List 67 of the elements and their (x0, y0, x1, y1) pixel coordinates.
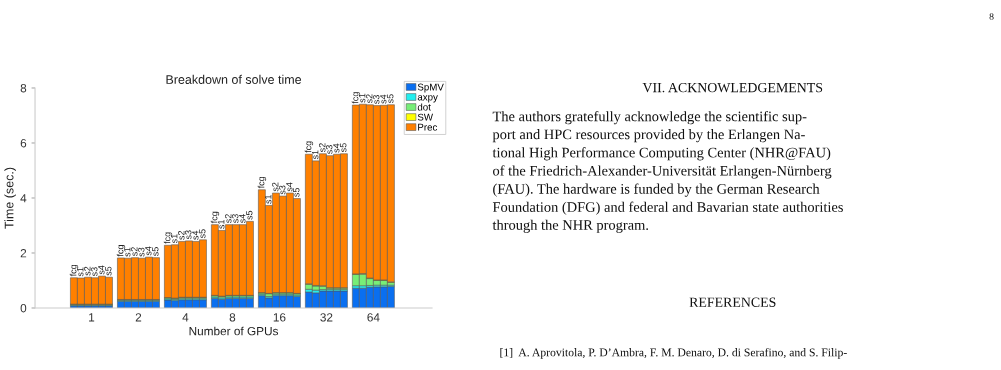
chart-title: Breakdown of solve time (166, 74, 302, 84)
data-label: s1 (359, 93, 366, 103)
legend-label: SpMV (417, 83, 444, 93)
y-tick-label: 4 (20, 194, 27, 203)
data-label: s1 (124, 247, 131, 257)
legend-label: axpy (417, 95, 438, 103)
data-label: s1 (218, 219, 225, 229)
data-label: s3 (373, 95, 380, 104)
data-label: s2 (366, 94, 373, 104)
y-tick-label: 8 (20, 84, 27, 93)
data-label: s5 (340, 143, 347, 153)
data-label: fcg (116, 245, 126, 257)
x-tick-label: 16 (273, 313, 286, 322)
data-label: s4 (286, 182, 293, 192)
data-label: s1 (312, 150, 319, 160)
data-label: s3 (185, 230, 192, 240)
data-label: s1 (265, 194, 272, 204)
data-label: s4 (239, 214, 246, 224)
x-axis-title: Number of GPUs (189, 326, 279, 336)
data-label: s1 (77, 267, 84, 277)
data-label: s2 (225, 214, 232, 224)
data-label: s3 (279, 185, 286, 195)
text: The authors gratefully acknowledge the scientific sup- port and HPC resources provided by the Erlangen Na- tional High Performance Computing Center (NHR@FAU) of the Friedrich-Alexander-Universität Erlangen-Nürnberg (FAU). The hardware is funded by the German Research Foundation (DFG) and federal and Bavarian state authorities through the NHR program. (492, 111, 843, 233)
data-label: s1 (171, 234, 178, 244)
x-tick-label: 1 (89, 313, 95, 322)
legend-label: SW (417, 113, 433, 121)
data-label: s2 (272, 182, 279, 192)
data-label: s2 (178, 230, 185, 240)
data-label: s5 (152, 247, 159, 257)
x-tick-label: 64 (367, 313, 380, 322)
data-label: s4 (98, 265, 105, 275)
data-label: s4 (333, 143, 340, 153)
x-tick-label: 4 (182, 313, 189, 322)
data-label: fcg (210, 211, 220, 224)
data-label: fcg (69, 264, 79, 277)
data-label: s4 (380, 94, 387, 104)
y-axis-title: Time (sec.) (4, 167, 16, 229)
text: [1] A. Aprovitola, P. D’Ambra, F. M. Denaro, D. di Serafino, and S. Filip- (500, 348, 847, 359)
data-label: s2 (84, 266, 91, 276)
x-tick-label: 2 (135, 313, 142, 322)
legend-label: dot (417, 103, 431, 111)
data-label: s5 (293, 187, 300, 197)
data-label: s5 (105, 266, 112, 276)
data-label: s4 (192, 230, 199, 240)
data-label: s3 (326, 145, 333, 154)
data-label: s5 (246, 210, 253, 220)
data-label: s5 (199, 229, 206, 239)
data-label: s3 (232, 214, 239, 224)
legend-label: Prec (418, 123, 438, 131)
data-label: s3 (91, 267, 98, 277)
y-tick-label: 0 (20, 304, 27, 313)
data-label: s2 (131, 247, 138, 257)
data-label: s3 (138, 247, 145, 257)
data-label: fcg (304, 141, 314, 153)
text: 8 (989, 13, 994, 20)
data-label: s2 (319, 143, 326, 153)
data-label: s4 (145, 246, 152, 256)
text: REFERENCES (689, 297, 776, 307)
data-label: fcg (257, 176, 267, 189)
data-label: fcg (163, 232, 173, 244)
y-tick-label: 6 (20, 139, 27, 148)
data-label: fcg (351, 92, 361, 104)
text: VII. ACKNOWLEDGEMENTS (642, 82, 823, 93)
x-tick-label: 8 (229, 313, 236, 322)
data-label: s5 (387, 94, 394, 104)
x-tick-label: 32 (320, 313, 333, 322)
y-tick-label: 2 (20, 249, 27, 258)
